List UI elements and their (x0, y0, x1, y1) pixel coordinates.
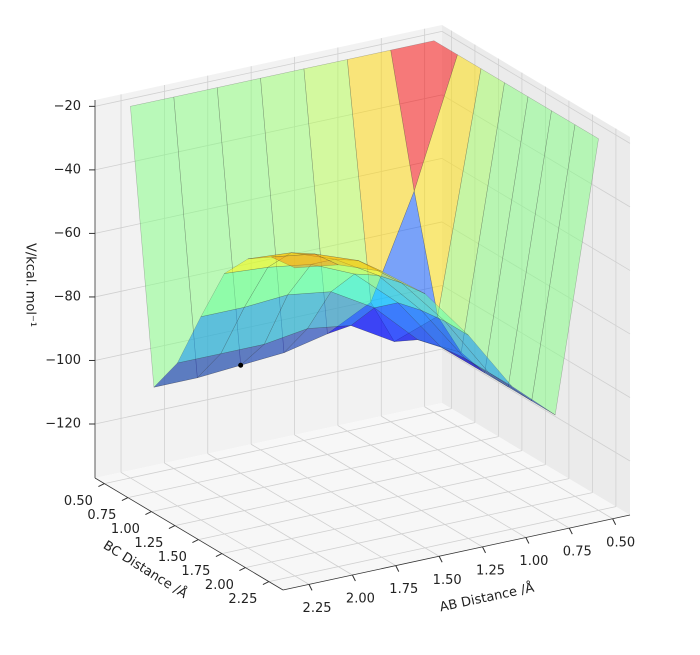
z-axis-title: V/kcal. mol⁻¹ (23, 243, 38, 327)
y-tick (168, 525, 176, 530)
z-grid-line (94, 348, 443, 425)
y-tick-label: 2.00 (205, 578, 234, 593)
y-grid-line (268, 506, 616, 582)
z-grid-line (94, 30, 443, 107)
x-tick-label: 1.50 (433, 573, 462, 588)
x-grid-line (120, 472, 310, 585)
x-tick (612, 518, 617, 525)
y-tick (239, 567, 246, 572)
y-tick (98, 483, 105, 488)
x-grid-line (250, 443, 440, 557)
y-grid-line (127, 422, 475, 498)
y-grid-line (245, 492, 593, 568)
x-axis-line (282, 514, 631, 591)
x-grid-line (337, 425, 527, 538)
y-tick-label: 0.50 (64, 494, 93, 509)
y-grid-line (104, 408, 452, 484)
x-tick (351, 574, 356, 582)
x-grid-line (381, 415, 570, 529)
y-grid-line (221, 478, 569, 554)
y-axis-line (94, 477, 284, 591)
y-tick-label: 1.25 (134, 536, 163, 551)
y-tick (262, 581, 270, 586)
y-tick-label: 0.75 (87, 508, 116, 523)
y-tick (145, 511, 152, 516)
x-tick-label: 0.50 (606, 535, 635, 550)
y-tick (192, 539, 199, 544)
x-tick (438, 556, 443, 563)
y-tick-label: 1.50 (158, 550, 187, 565)
y-grid-line (198, 464, 546, 540)
y-tick-label: 2.25 (228, 592, 257, 607)
x-grid-line (424, 406, 613, 520)
x-tick-label: 1.25 (476, 563, 505, 578)
x-tick-label: 0.75 (563, 545, 592, 560)
z-tick-label: −20 (54, 99, 81, 114)
x-grid-line (294, 434, 483, 548)
x-tick (308, 584, 313, 591)
x-tick-label: 1.75 (389, 582, 418, 597)
surface-patch (271, 253, 339, 269)
y-tick (215, 553, 223, 558)
z-tick-label: −100 (45, 353, 81, 368)
x-grid-line (207, 453, 396, 566)
z-tick-label: −120 (45, 417, 81, 432)
x-tick (525, 537, 530, 544)
x-grid-line (164, 462, 353, 576)
z-grid-line (441, 31, 631, 144)
y-grid-line (151, 436, 499, 512)
z-tick-label: −80 (54, 289, 81, 304)
y-tick-label: 1.75 (181, 564, 210, 579)
x-tick-label: 1.00 (519, 554, 548, 569)
z-tick-label: −60 (54, 226, 81, 241)
z-tick-label: −40 (54, 162, 81, 177)
x-tick (395, 565, 400, 572)
z-grid-line (441, 348, 631, 462)
x-tick-label: 2.00 (346, 592, 375, 607)
x-tick (568, 527, 573, 535)
y-grid-line (174, 450, 522, 526)
current-point (238, 362, 244, 368)
x-tick (482, 546, 486, 554)
y-tick (121, 497, 129, 502)
y-tick-label: 1.00 (111, 522, 140, 537)
x-tick-label: 2.25 (303, 601, 332, 616)
